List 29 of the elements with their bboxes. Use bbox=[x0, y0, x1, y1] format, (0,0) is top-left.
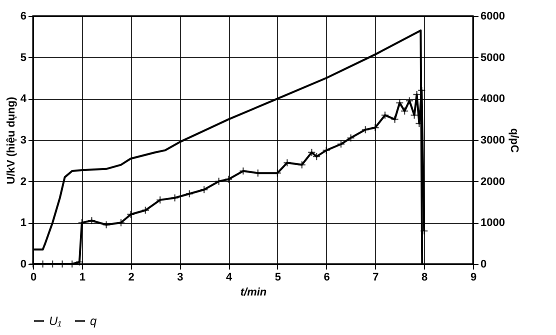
y2-tick-label: 4000 bbox=[480, 93, 505, 106]
x-tick-label: 3 bbox=[177, 272, 184, 284]
y2-tick-label: 1000 bbox=[480, 217, 505, 230]
y2-tick-label: 0 bbox=[480, 258, 487, 270]
y2-tick-label: 2000 bbox=[480, 176, 505, 188]
x-axis-title: t/min bbox=[240, 286, 267, 298]
y-tick-label: 2 bbox=[20, 176, 26, 188]
y2-tick-label: 6000 bbox=[480, 10, 505, 22]
y2-axis-title: q/pC bbox=[508, 128, 520, 153]
x-tick-label: 2 bbox=[128, 272, 134, 284]
y-tick-label: 4 bbox=[20, 93, 28, 106]
x-tick-label: 0 bbox=[30, 272, 37, 284]
legend-label: q bbox=[90, 314, 97, 328]
x-tick-label: 7 bbox=[372, 272, 379, 284]
x-tick-label: 5 bbox=[274, 272, 282, 284]
x-tick-label: 9 bbox=[470, 272, 477, 284]
y-axis-title: U/kV (hiệu dụng) bbox=[5, 96, 18, 184]
x-tick-label: 6 bbox=[324, 272, 330, 284]
legend-label: U₁ bbox=[49, 314, 62, 328]
x-tick-label: 8 bbox=[422, 272, 428, 284]
y2-tick-label: 3000 bbox=[480, 134, 505, 146]
x-tick-label: 1 bbox=[79, 272, 86, 284]
y-tick-label: 0 bbox=[20, 258, 26, 270]
y-tick-label: 1 bbox=[20, 217, 26, 230]
y-tick-label: 5 bbox=[20, 52, 26, 64]
y-tick-label: 3 bbox=[20, 134, 26, 146]
x-tick-label: 4 bbox=[226, 272, 233, 284]
y2-tick-label: 5000 bbox=[480, 52, 505, 64]
y-tick-label: 6 bbox=[20, 10, 26, 22]
